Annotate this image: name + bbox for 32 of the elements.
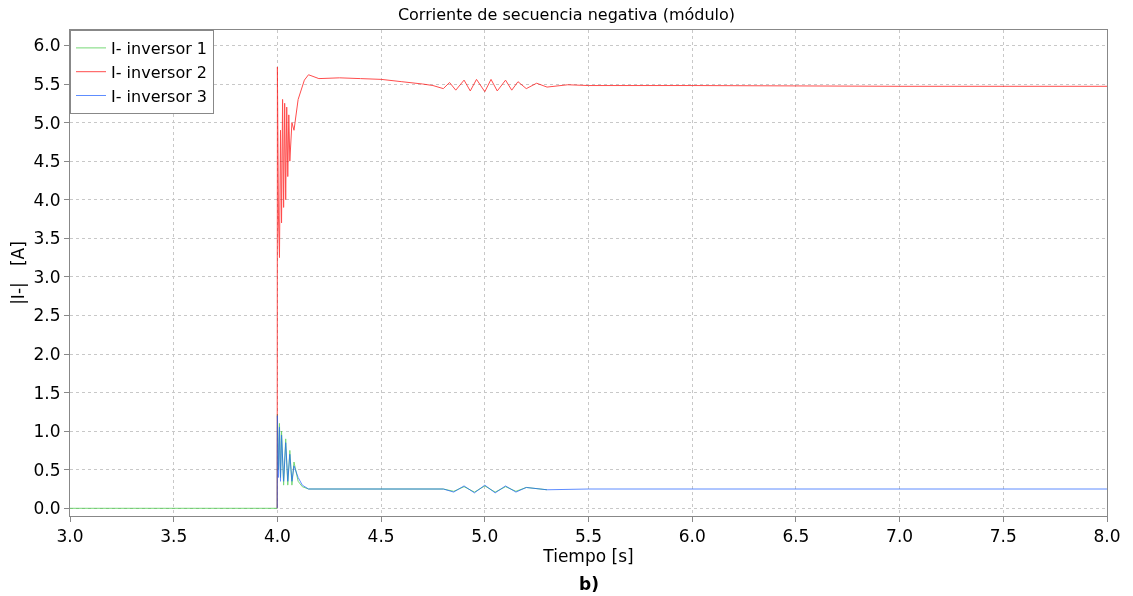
y-tick-label: 1.0 — [33, 421, 61, 442]
x-tick-label: 7.0 — [886, 526, 914, 547]
x-tick-label: 7.5 — [989, 526, 1017, 547]
text: b) — [579, 574, 599, 594]
x-tick-label: 3.5 — [160, 526, 188, 547]
x-tick-label: 3.0 — [56, 526, 84, 547]
y-tick-label: 3.0 — [33, 266, 61, 287]
y-tick-label: 3.5 — [33, 228, 61, 249]
y-tick-label: 2.0 — [33, 343, 61, 364]
y-tick-label: 6.0 — [33, 35, 61, 56]
x-tick-label: 8.0 — [1093, 526, 1121, 547]
legend-label: I- inversor 2 — [111, 62, 208, 82]
y-tick-label: 5.0 — [33, 112, 61, 133]
x-tick-label: 4.0 — [263, 526, 291, 547]
x-tick-label: 5.0 — [471, 526, 499, 547]
x-tick-label: 6.0 — [678, 526, 706, 547]
y-tick-label: 2.5 — [33, 305, 61, 326]
chart-title: Corriente de secuencia negativa (módulo) — [397, 5, 736, 25]
line-series — [276, 415, 1107, 509]
x-tick-label: 6.5 — [782, 526, 810, 547]
x-tick-label: 4.5 — [367, 526, 395, 547]
x-axis-title: Tiempo [s] — [542, 546, 634, 567]
y-tick-label: 5.5 — [33, 73, 61, 94]
y-axis-title: |I-| [A] — [8, 241, 29, 305]
y-tick-label: 0.0 — [33, 498, 61, 519]
y-tick-label: 4.5 — [33, 151, 61, 172]
legend-label: I- inversor 1 — [111, 39, 208, 59]
x-tick-label: 5.5 — [574, 526, 603, 547]
y-tick-label: 4.0 — [33, 189, 61, 210]
y-tick-label: 1.5 — [33, 382, 61, 403]
y-tick-label: 0.5 — [33, 459, 61, 480]
legend-label: I- inversor 3 — [111, 86, 208, 106]
